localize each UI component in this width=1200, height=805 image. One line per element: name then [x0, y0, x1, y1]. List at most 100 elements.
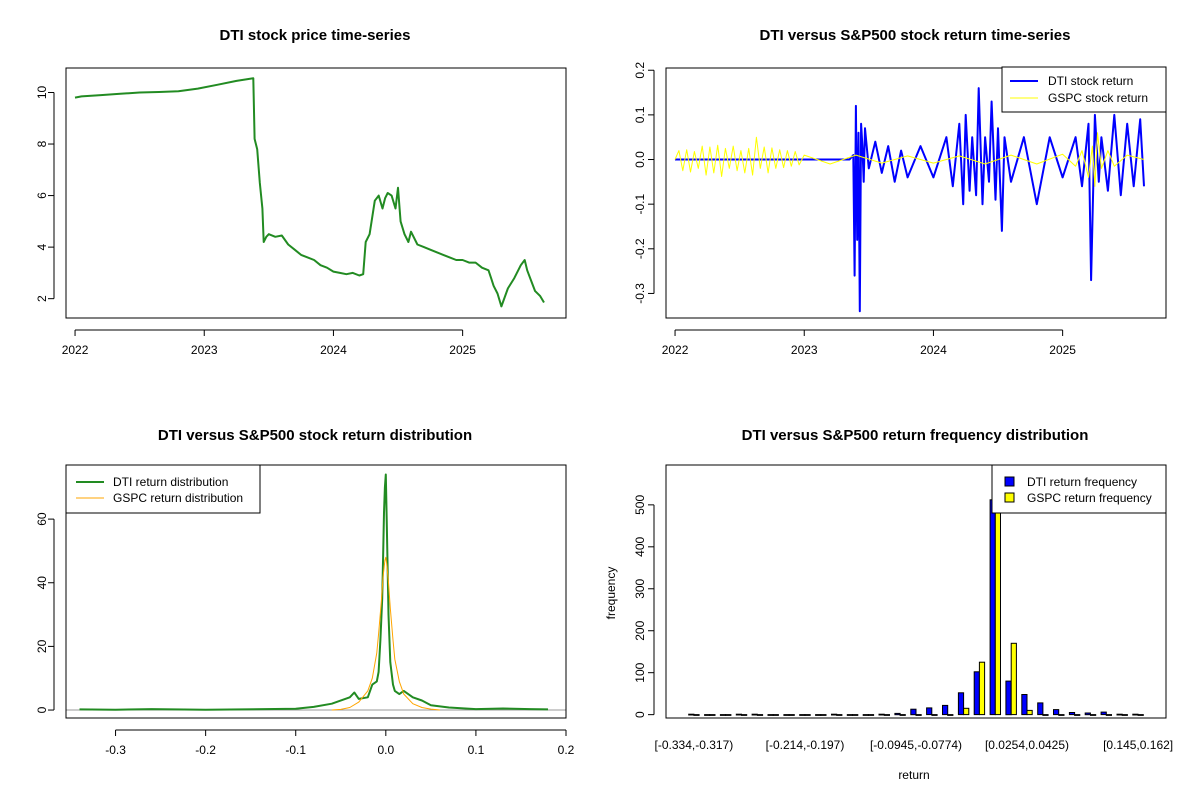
hist-x-axis: [-0.334,-0.317) [-0.214,-0.197) [-0.0945…	[655, 738, 1174, 752]
hist-y-axis: 0 100 200 300 400 500	[633, 495, 655, 718]
returns-y-tick-label: -0.2	[633, 238, 647, 259]
hist-bar-dti	[1021, 694, 1028, 716]
returns-legend: DTI stock return GSPC stock return	[1001, 66, 1167, 113]
returns-legend-box	[1001, 66, 1167, 113]
hist-bar-dti	[688, 713, 695, 716]
hist-y-tick-label: 500	[633, 495, 647, 515]
hist-y-axis-title: frequency	[604, 567, 618, 620]
returns-y-tick-label: 0.1	[633, 106, 647, 123]
density-series-gspc-return-distribution	[331, 556, 440, 711]
density-line-group	[66, 473, 566, 711]
hist-y-tick-label: 100	[633, 662, 647, 682]
hist-legend-swatch-dti	[1004, 476, 1015, 487]
hist-bar-dti	[846, 714, 853, 716]
density-y-tick-label: 60	[35, 512, 49, 526]
hist-bar-gspc	[804, 714, 811, 716]
price-line-group	[74, 77, 545, 308]
hist-bar-gspc	[1010, 642, 1017, 716]
hist-legend-swatch-gspc	[1004, 492, 1015, 503]
density-y-tick-label: 0	[35, 706, 49, 713]
density-x-tick-label: -0.2	[195, 743, 216, 757]
hist-bar-gspc	[772, 714, 779, 716]
hist-bar-dti	[783, 714, 790, 716]
price-y-tick-label: 10	[35, 85, 49, 99]
hist-bar-gspc	[756, 714, 764, 716]
hist-y-tick-label: 0	[633, 711, 647, 718]
returns-x-tick-label: 2024	[920, 343, 947, 357]
price-x-axis: 2022 2023 2024 2025	[62, 329, 476, 357]
hist-bar-dti	[1116, 713, 1123, 716]
density-x-tick-label: 0.1	[468, 743, 485, 757]
hist-bar-dti	[831, 713, 838, 716]
returns-y-axis: -0.3 -0.2 -0.1 0.0 0.1 0.2	[633, 62, 655, 304]
hist-bar-gspc	[963, 707, 970, 716]
hist-bar-gspc	[693, 714, 700, 716]
returns-y-tick-label: 0.2	[633, 62, 647, 79]
hist-bar-gspc	[994, 465, 1001, 716]
price-plot-frame	[65, 67, 567, 319]
hist-bar-dti	[704, 714, 711, 716]
hist-bar-gspc	[1042, 714, 1049, 716]
hist-bar-dti	[1100, 711, 1107, 716]
price-y-tick-label: 2	[35, 295, 49, 302]
hist-bar-dti	[878, 713, 885, 716]
hist-bar-dti	[751, 713, 758, 716]
hist-bar-gspc	[836, 714, 843, 716]
returns-series-gspc-stock-return	[674, 132, 1145, 187]
hist-chart-title: DTI versus S&P500 return frequency distr…	[742, 427, 1089, 444]
hist-bar-gspc	[1074, 714, 1081, 716]
hist-bar-dti	[926, 707, 933, 716]
hist-bar-dti	[973, 671, 980, 716]
hist-bar-gspc	[1026, 709, 1033, 716]
panel-returns: DTI versus S&P500 stock return time-seri…	[633, 27, 1167, 357]
hist-bar-gspc	[788, 714, 795, 716]
hist-bar-dti	[1068, 712, 1076, 716]
hist-legend-box	[991, 464, 1167, 514]
density-y-tick-label: 20	[35, 639, 49, 653]
hist-bar-dti	[957, 692, 965, 716]
hist-bar-gspc	[852, 714, 859, 716]
returns-legend-label-gspc: GSPC stock return	[1048, 91, 1148, 105]
hist-plot-frame	[665, 464, 1167, 719]
density-y-axis: 0 20 40 60	[35, 512, 55, 713]
hist-bar-dti	[799, 714, 806, 716]
returns-x-axis: 2022 2023 2024 2025	[662, 329, 1076, 357]
price-y-tick-label: 6	[35, 192, 49, 199]
hist-legend-label-gspc: GSPC return frequency	[1027, 491, 1152, 505]
price-chart-title: DTI stock price time-series	[220, 27, 411, 44]
returns-y-tick-label: -0.3	[633, 283, 647, 304]
hist-bar-gspc	[1105, 714, 1113, 716]
returns-x-tick-label: 2025	[1049, 343, 1076, 357]
hist-bar-gspc	[1137, 714, 1144, 716]
density-x-axis: -0.3 -0.2 -0.1 0.0 0.1 0.2	[105, 729, 575, 757]
density-legend-box	[65, 464, 261, 514]
returns-y-tick-label: 0.0	[633, 151, 647, 168]
hist-bar-gspc	[725, 714, 732, 716]
hist-bar-dti	[1132, 713, 1139, 716]
hist-bar-gspc	[741, 714, 748, 716]
hist-y-tick-label: 200	[633, 620, 647, 640]
hist-x-tick-label: [-0.334,-0.317)	[655, 738, 734, 752]
returns-x-tick-label: 2023	[791, 343, 818, 357]
density-legend-label-dti: DTI return distribution	[113, 475, 228, 489]
hist-bar-dti	[1005, 680, 1012, 716]
hist-bar-dti	[910, 708, 917, 716]
density-y-tick-label: 40	[35, 576, 49, 590]
hist-bar-dti	[862, 714, 869, 716]
hist-bar-gspc	[978, 661, 986, 716]
hist-bar-dti	[1037, 702, 1044, 716]
hist-y-tick-label: 300	[633, 578, 647, 598]
price-y-axis: 2 4 6 8 10	[35, 85, 55, 302]
hist-bar-gspc	[899, 714, 906, 716]
returns-series-dti-stock-return	[675, 87, 1145, 313]
density-legend: DTI return distribution GSPC return dist…	[65, 464, 261, 514]
hist-bar-gspc	[947, 714, 954, 716]
density-chart-title: DTI versus S&P500 stock return distribut…	[158, 427, 472, 444]
returns-y-tick-label: -0.1	[633, 194, 647, 215]
density-x-tick-label: 0.0	[377, 743, 394, 757]
hist-bar-dti	[815, 714, 822, 716]
hist-bar-gspc	[1121, 714, 1128, 716]
hist-bar-gspc	[915, 714, 922, 716]
price-series-dti-price	[74, 77, 545, 308]
